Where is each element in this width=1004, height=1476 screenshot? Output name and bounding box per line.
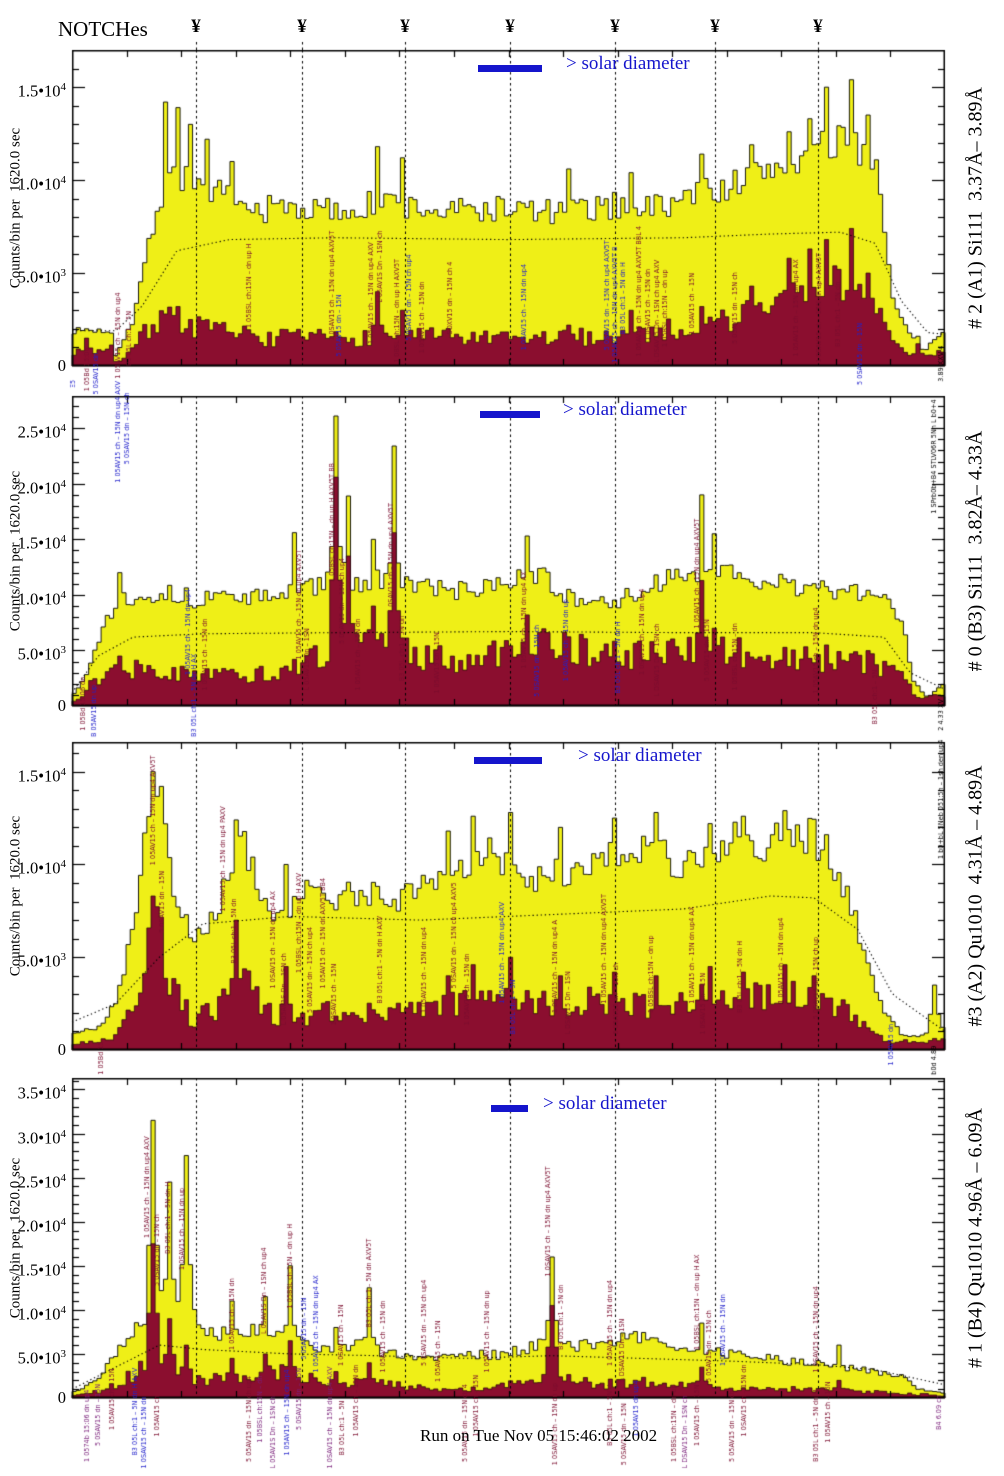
notches-header-label: NOTCHes bbox=[58, 17, 148, 41]
panel-4-detector-label: # 1 (B4) Qu1010 4.96Å – 6.09Å bbox=[964, 1108, 987, 1368]
y-tick-label: 3.5•104 bbox=[17, 1083, 66, 1103]
solar-diameter-scale-bar-panel-4 bbox=[491, 1105, 528, 1112]
y-tick-label: 2.5•104 bbox=[17, 422, 66, 442]
panel-3-detector-label: #3 (A2) Qu1010 4.31Å – 4.89Å bbox=[964, 765, 987, 1027]
solar-diameter-legend-panel-3: > solar diameter bbox=[578, 745, 702, 766]
y-tick-label: 5.0•103 bbox=[17, 951, 66, 971]
notch-symbol: ¥ bbox=[710, 16, 720, 37]
y-tick-label: 5.0•103 bbox=[17, 267, 66, 287]
notch-symbol: ¥ bbox=[400, 16, 410, 37]
y-tick-label: 1.0•104 bbox=[17, 858, 66, 878]
solar-diameter-legend-panel-1: > solar diameter bbox=[566, 53, 690, 74]
solar-diameter-legend-panel-4: > solar diameter bbox=[543, 1093, 667, 1114]
y-tick-label: 1.0•104 bbox=[17, 1303, 66, 1324]
y-tick-label: 2.5•104 bbox=[17, 1171, 66, 1192]
y-tick-label: 5.0•103 bbox=[17, 644, 66, 664]
y-tick-label: 0 bbox=[57, 1040, 66, 1059]
run-timestamp: Run on Tue Nov 05 15:46:02 2002 bbox=[420, 1426, 658, 1445]
y-tick-label: 1.0•104 bbox=[17, 174, 66, 194]
panel-2-detector-label: # 0 (B3) Si111 3.82Å– 4.33Å bbox=[964, 430, 987, 672]
y-tick-label: 1.5•104 bbox=[17, 533, 66, 553]
y-tick-label: 2.0•104 bbox=[17, 1215, 66, 1236]
notch-symbol: ¥ bbox=[813, 16, 823, 37]
y-tick-label: 1.5•104 bbox=[17, 1259, 66, 1280]
solar-diameter-legend-panel-2: > solar diameter bbox=[563, 399, 687, 420]
panel-1-detector-label: # 2 (A1) Si111 3.37Å– 3.89Å bbox=[964, 87, 987, 329]
solar-diameter-scale-bar-panel-2 bbox=[480, 411, 540, 418]
y-tick-label: 1.5•104 bbox=[17, 765, 66, 786]
solar-diameter-scale-bar-panel-3 bbox=[474, 757, 542, 764]
solar-diameter-scale-bar-panel-1 bbox=[478, 65, 542, 72]
y-tick-label: 1.5•104 bbox=[17, 81, 66, 101]
y-tick-label: 0 bbox=[57, 1388, 66, 1407]
y-tick-label: 5.0•103 bbox=[17, 1347, 66, 1368]
y-tick-label: 3.0•104 bbox=[17, 1127, 66, 1148]
notch-symbol: ¥ bbox=[191, 16, 201, 37]
notch-symbol: ¥ bbox=[505, 16, 515, 37]
y-tick-label: 1.0•104 bbox=[17, 588, 66, 609]
notch-symbol: ¥ bbox=[297, 16, 307, 37]
y-tick-label: 0 bbox=[57, 696, 66, 715]
y-tick-label: 0 bbox=[57, 356, 66, 375]
notch-symbol: ¥ bbox=[610, 16, 620, 37]
y-tick-label: 2.0•104 bbox=[17, 477, 66, 498]
